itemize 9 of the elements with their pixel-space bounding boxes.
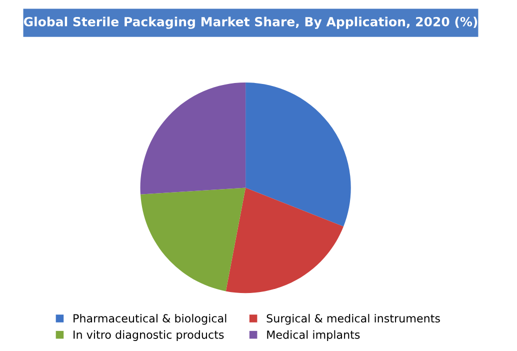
chart-title: Global Sterile Packaging Market Share, By Application, 2020 (%) bbox=[24, 16, 478, 29]
legend-label: In vitro diagnostic products bbox=[74, 330, 224, 341]
legend-label: Pharmaceutical & biological bbox=[74, 314, 226, 325]
legend-label: Medical implants bbox=[267, 330, 360, 341]
legend-label: Surgical & medical instruments bbox=[266, 314, 440, 325]
pie-slice bbox=[140, 82, 246, 194]
pie-slice bbox=[140, 188, 246, 292]
pie-slice bbox=[246, 82, 351, 227]
pie-slice bbox=[226, 188, 344, 294]
